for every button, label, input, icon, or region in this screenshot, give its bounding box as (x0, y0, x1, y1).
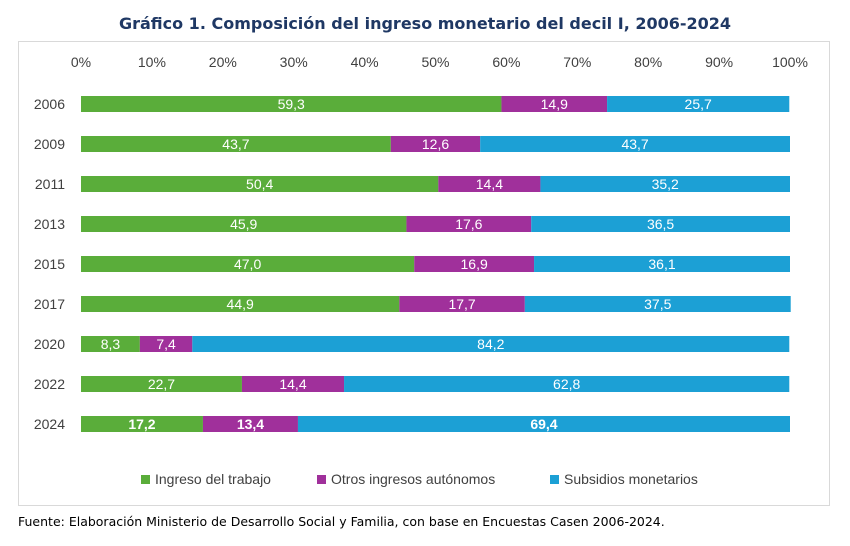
data-label: 16,9 (461, 256, 488, 272)
data-label: 45,9 (230, 216, 257, 232)
bar-segment (438, 176, 541, 192)
data-label: 17,6 (455, 216, 482, 232)
bar-segment (540, 176, 790, 192)
x-tick-label: 30% (280, 54, 308, 70)
legend-swatch-trabajo (141, 474, 150, 484)
y-tick-label: 2020 (34, 336, 65, 352)
bar-segment (81, 176, 439, 192)
data-label: 36,1 (648, 256, 675, 272)
bar-segment (202, 416, 298, 432)
y-tick-label: 2009 (34, 136, 65, 152)
legend-item-trabajo: Ingreso del trabajo (141, 471, 271, 487)
bar-segment (531, 216, 790, 232)
bar-segment (480, 136, 790, 152)
bar-segment (414, 256, 535, 272)
bar-segment (81, 416, 203, 432)
bar-segment (501, 96, 608, 112)
bar-segment (81, 136, 391, 152)
data-label: 12,6 (422, 136, 449, 152)
x-tick-label: 50% (421, 54, 449, 70)
bar-segment (344, 376, 790, 392)
bar-segment (406, 216, 532, 232)
bar-segment (390, 136, 481, 152)
y-tick-label: 2006 (34, 96, 65, 112)
bar-segment (534, 256, 790, 272)
x-tick-label: 70% (563, 54, 591, 70)
chart-frame (18, 41, 830, 506)
legend-item-subsidios: Subsidios monetarios (550, 471, 698, 487)
bar-segment (241, 376, 345, 392)
bar-segment (81, 376, 242, 392)
data-label: 14,9 (541, 96, 568, 112)
data-label: 84,2 (477, 336, 504, 352)
bar-segment (81, 256, 415, 272)
data-label: 17,7 (448, 296, 475, 312)
x-tick-label: 20% (209, 54, 237, 70)
bar-segment (81, 96, 502, 112)
data-label: 43,7 (222, 136, 249, 152)
bar-segment (81, 216, 407, 232)
data-label: 7,4 (156, 336, 176, 352)
x-tick-label: 80% (634, 54, 662, 70)
y-tick-label: 2015 (34, 256, 65, 272)
data-label: 36,5 (647, 216, 674, 232)
bar-segment (524, 296, 791, 312)
x-tick-label: 60% (492, 54, 520, 70)
x-tick-label: 10% (138, 54, 166, 70)
y-tick-label: 2011 (35, 176, 65, 192)
data-label: 50,4 (246, 176, 273, 192)
data-label: 44,9 (227, 296, 254, 312)
data-label: 13,4 (237, 416, 264, 432)
bar-segment (192, 336, 790, 352)
data-label: 59,3 (278, 96, 305, 112)
data-label: 43,7 (621, 136, 648, 152)
data-label: 25,7 (685, 96, 712, 112)
y-tick-label: 2024 (34, 416, 65, 432)
legend-label-otros: Otros ingresos autónomos (331, 471, 496, 487)
data-label: 35,2 (652, 176, 679, 192)
data-label: 62,8 (553, 376, 580, 392)
bar-segment (399, 296, 525, 312)
y-tick-label: 2013 (34, 216, 65, 232)
source-note: Fuente: Elaboración Ministerio de Desarr… (18, 514, 665, 529)
legend-swatch-subsidios (550, 474, 559, 484)
x-tick-label: 0% (71, 54, 91, 70)
bar-segment (81, 296, 400, 312)
data-label: 22,7 (148, 376, 175, 392)
legend-item-otros: Otros ingresos autónomos (317, 471, 495, 487)
legend-label-trabajo: Ingreso del trabajo (155, 471, 271, 487)
data-label: 14,4 (279, 376, 306, 392)
bar-segment (297, 416, 790, 432)
x-tick-label: 40% (351, 54, 379, 70)
y-tick-label: 2017 (34, 296, 65, 312)
x-tick-label: 90% (705, 54, 733, 70)
legend-swatch-otros (317, 474, 326, 484)
data-label: 14,4 (476, 176, 503, 192)
data-label: 69,4 (530, 416, 557, 432)
bar-segment (81, 336, 140, 352)
data-label: 8,3 (101, 336, 121, 352)
legend: Ingreso del trabajo Otros ingresos autón… (0, 471, 850, 491)
chart-title: Gráfico 1. Composición del ingreso monet… (118, 14, 732, 33)
x-tick-label: 100% (772, 54, 808, 70)
bar-segment (607, 96, 790, 112)
y-tick-label: 2022 (34, 376, 65, 392)
data-label: 37,5 (644, 296, 671, 312)
data-label: 47,0 (234, 256, 261, 272)
data-label: 17,2 (128, 416, 155, 432)
legend-label-subsidios: Subsidios monetarios (564, 471, 698, 487)
bar-segment (139, 336, 193, 352)
